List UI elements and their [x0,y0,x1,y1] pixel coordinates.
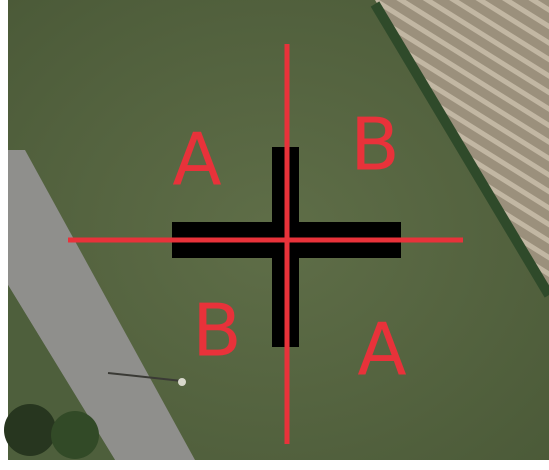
quadrant-label: B [350,103,399,187]
quadrant-label: A [357,308,406,392]
aerial-image: A B B A [0,0,549,470]
quadrant-label: A [172,118,221,202]
quadrant-label: B [192,289,241,373]
